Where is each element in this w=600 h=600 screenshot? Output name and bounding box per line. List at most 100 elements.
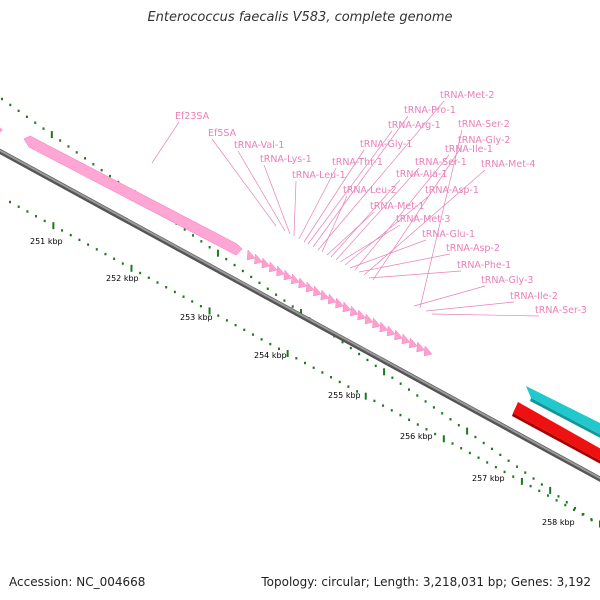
trna-arrow[interactable] [335, 297, 344, 309]
trna-arrow[interactable] [290, 273, 300, 285]
feature-label[interactable]: tRNA-Ile-2 [510, 291, 558, 302]
backbone-line [0, 148, 600, 482]
trna-arrow[interactable] [283, 269, 293, 281]
trna-arrow[interactable] [416, 341, 426, 353]
feature-label[interactable]: tRNA-Ile-1 [445, 144, 493, 155]
tick-labels: 251 kbp 252 kbp 253 kbp 254 kbp 255 kbp 256 k… [30, 237, 575, 527]
trna-arrow[interactable] [349, 305, 359, 317]
trna-arrow[interactable] [342, 301, 352, 313]
trna-arrow[interactable] [364, 313, 374, 325]
feature-label[interactable]: Ef5SA [208, 128, 237, 139]
scale-tick-label: 251 kbp [30, 237, 63, 246]
scale-tick-label: 256 kbp [400, 432, 433, 441]
label-leader-line [321, 195, 348, 253]
trna-arrow[interactable] [261, 257, 271, 269]
trna-arrow[interactable] [276, 265, 285, 277]
label-leader-line [312, 115, 409, 248]
feature-label[interactable]: tRNA-Leu-1 [292, 170, 346, 181]
feature-label[interactable]: tRNA-Met-2 [440, 90, 494, 101]
scale-tick-label: 255 kbp [328, 391, 361, 400]
feature-label[interactable]: Ef23SA [175, 111, 210, 122]
label-leader-line [293, 180, 297, 237]
red-gene-bar-shade [512, 413, 600, 464]
trna-arrow[interactable] [305, 281, 315, 293]
feature-label[interactable]: tRNA-Met-1 [370, 201, 424, 212]
feature-label[interactable]: tRNA-Leu-2 [343, 185, 397, 196]
label-leader-line [358, 253, 451, 273]
label-leader-line [368, 270, 462, 279]
label-leader-line [298, 167, 337, 240]
label-leaders [151, 100, 540, 317]
genome-summary: Topology: circular; Length: 3,218,031 bp… [261, 575, 591, 589]
trna-arrow[interactable] [372, 317, 381, 329]
feature-label[interactable]: tRNA-Ser-3 [535, 305, 587, 316]
feature-label[interactable]: tRNA-Ala-1 [396, 169, 447, 180]
trna-arrow[interactable] [320, 289, 330, 301]
feature-label[interactable]: tRNA-Asp-1 [425, 185, 479, 196]
trna-arrow[interactable] [386, 325, 396, 337]
label-leader-line [413, 285, 486, 307]
label-leader-line [303, 149, 365, 243]
label-leader-line [431, 313, 540, 317]
accession-label: Accession: NC_004668 [9, 575, 146, 589]
trna-arrow[interactable] [423, 345, 433, 357]
trna-arrow[interactable] [401, 333, 411, 345]
trna-arrow[interactable] [408, 337, 418, 349]
label-leader-line [354, 154, 450, 271]
rrna-Ef23SA-arrow[interactable] [23, 135, 243, 256]
label-leader-line [211, 138, 277, 227]
feature-label[interactable]: tRNA-Gly-1 [360, 139, 412, 150]
label-leader-line [326, 211, 375, 256]
label-leader-line [419, 129, 463, 309]
feature-label[interactable]: tRNA-Ser-1 [415, 157, 467, 168]
label-leader-line [151, 121, 180, 164]
feature-label[interactable]: tRNA-Ser-2 [458, 119, 510, 130]
trna-arrow[interactable] [298, 277, 308, 289]
label-leader-line [237, 150, 286, 232]
protein-features [512, 386, 600, 466]
feature-label[interactable]: tRNA-Thr-1 [332, 157, 383, 168]
trna-arrow[interactable] [313, 285, 322, 297]
trna-arrow[interactable] [268, 261, 278, 273]
scale-tick-label: 254 kbp [254, 351, 287, 360]
feature-label[interactable]: tRNA-Gly-2 [458, 135, 510, 146]
trna-arrow[interactable] [246, 249, 256, 261]
scale-tick-label: 258 kbp [542, 518, 575, 527]
feature-label[interactable]: tRNA-Val-1 [234, 140, 284, 151]
label-leader-line [263, 164, 291, 235]
label-leader-line [372, 145, 463, 281]
label-leader-line [425, 301, 515, 312]
scale-tick-label: 253 kbp [180, 313, 213, 322]
backbone-highlight [0, 149, 600, 480]
feature-label[interactable]: tRNA-Glu-1 [422, 229, 475, 240]
trna-arrow[interactable] [254, 253, 263, 265]
cyan-gene-bar[interactable] [526, 386, 600, 440]
feature-label[interactable]: tRNA-Arg-1 [388, 120, 441, 131]
label-leader-line [330, 179, 401, 258]
feature-label[interactable]: tRNA-Asp-2 [446, 243, 500, 254]
backbone [0, 148, 600, 482]
red-gene-bar[interactable] [513, 402, 600, 466]
feature-label[interactable]: tRNA-Phe-1 [457, 260, 511, 271]
scale-tick-label: 257 kbp [472, 474, 505, 483]
map-title: Enterococcus faecalis V583, complete gen… [147, 10, 453, 25]
cyan-gene-bar-shade [530, 398, 600, 438]
trna-arrow[interactable] [394, 329, 403, 341]
scale-tick-label: 252 kbp [106, 274, 139, 283]
trna-arrow[interactable] [357, 309, 367, 321]
rna-features [0, 127, 243, 256]
trna-arrow[interactable] [327, 293, 337, 305]
rrna-left-edge-arrow [0, 127, 3, 133]
feature-label[interactable]: tRNA-Lys-1 [260, 154, 312, 165]
label-leader-line [335, 167, 420, 261]
label-leader-line [339, 224, 401, 263]
feature-label[interactable]: tRNA-Pro-1 [404, 105, 456, 116]
label-leader-line [307, 130, 393, 245]
feature-label[interactable]: tRNA-Met-4 [481, 159, 535, 170]
trna-arrows [246, 249, 433, 357]
trna-arrow[interactable] [379, 321, 389, 333]
feature-label[interactable]: tRNA-Gly-3 [481, 275, 533, 286]
feature-label[interactable]: tRNA-Met-3 [396, 214, 450, 225]
